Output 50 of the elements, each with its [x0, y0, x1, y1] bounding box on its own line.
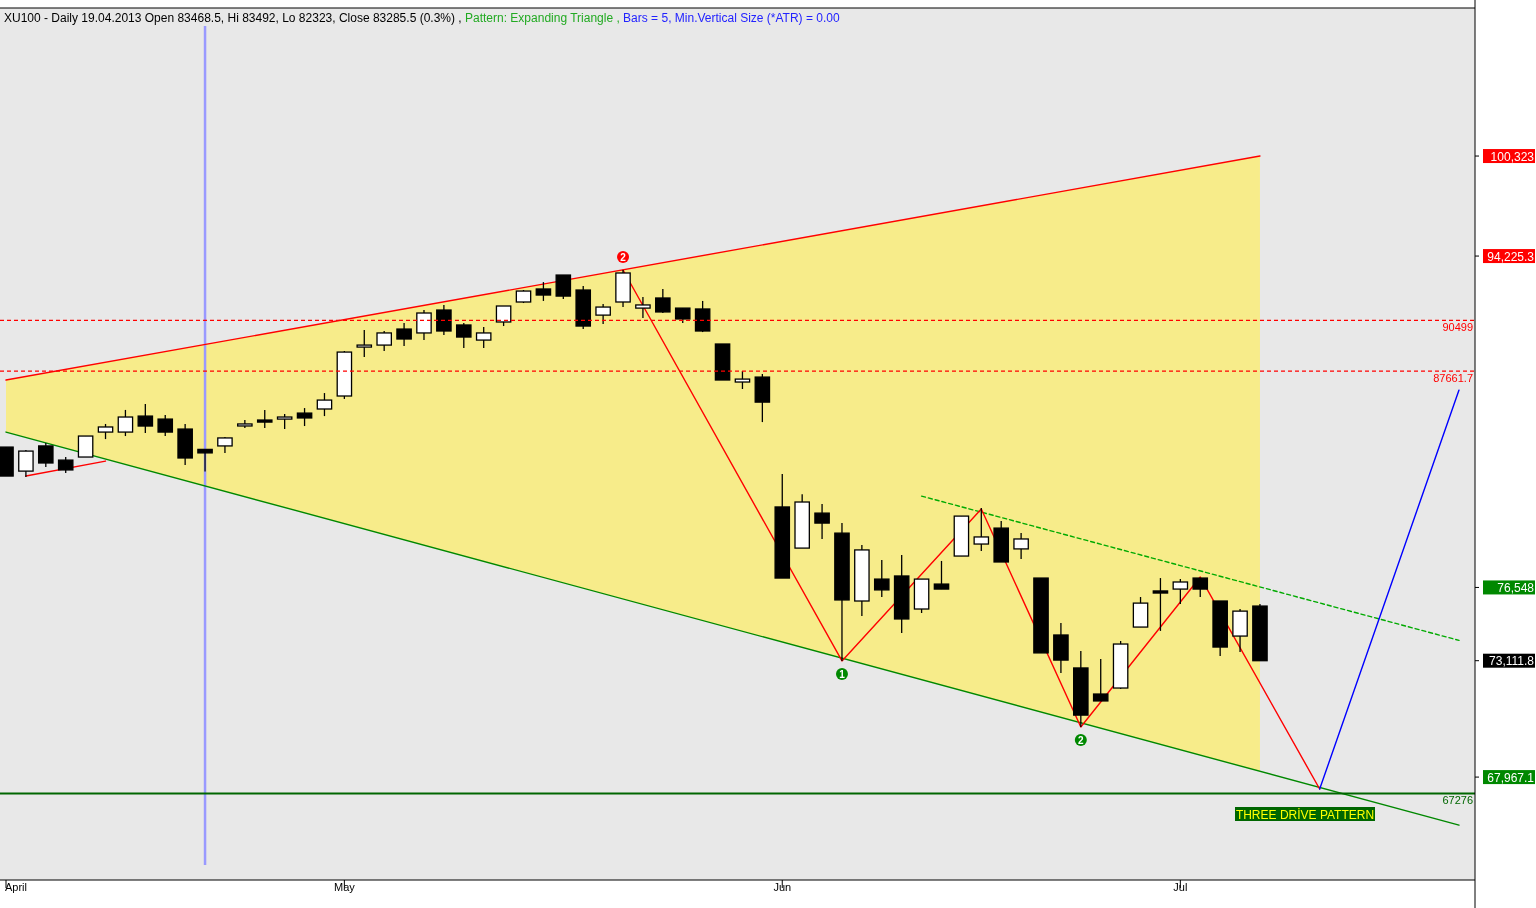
candlestick — [535, 281, 552, 302]
x-tick-label: Jun — [773, 881, 792, 893]
y-tick-label: 94,225.3 — [1487, 249, 1535, 264]
annotation: 1 — [839, 668, 846, 680]
candlestick — [117, 409, 134, 437]
y-tick-label: 73,111.8 — [1489, 654, 1535, 669]
candlestick — [1092, 658, 1109, 702]
chart-subtitle: Pattern: Expanding Triangle , — [461, 11, 620, 25]
candlestick — [1172, 578, 1189, 605]
chart-title: XU100 - Daily 19.04.2013 Open 83468.5, Hi 83492, Lo 82323, Close 83285.5 (0.3%) , — [4, 11, 462, 25]
candlestick — [37, 442, 54, 468]
candlestick — [555, 274, 572, 300]
candlestick — [1192, 577, 1209, 598]
x-tick-label: May — [333, 881, 356, 893]
candlestick — [455, 322, 472, 349]
candlestick — [933, 560, 950, 590]
candlestick — [495, 305, 512, 327]
ref-line-label: 67276 — [1442, 794, 1473, 807]
candlestick — [396, 322, 412, 347]
candlestick — [77, 435, 94, 458]
annotation: 2 — [620, 252, 627, 264]
candlestick — [635, 296, 651, 319]
candlestick — [18, 449, 34, 478]
ref-line-label: 87661.7 — [1433, 372, 1473, 385]
candlestick — [1152, 577, 1169, 632]
candlestick — [1013, 532, 1029, 560]
candlestick — [137, 403, 154, 434]
annotation: 2 — [1078, 735, 1085, 746]
candlestick — [256, 409, 273, 429]
candlestick — [356, 329, 373, 358]
candlestick — [973, 507, 990, 552]
candlestick — [655, 288, 671, 314]
candlestick — [316, 392, 333, 417]
candlestick — [436, 304, 452, 336]
candlestick — [873, 559, 890, 598]
annotation: Bars = 5, Min.Vertical Size (*ATR) = 0.00 — [619, 11, 840, 25]
ref-line-label: 90499 — [1442, 321, 1473, 334]
y-tick-label: 67,967.1 — [1487, 770, 1535, 785]
x-tick-label: April — [4, 881, 28, 893]
candlestick — [376, 330, 392, 352]
y-tick-label: 76,548 — [1497, 580, 1535, 595]
candlestick — [1132, 596, 1149, 628]
x-tick-label: Jul — [1173, 881, 1188, 893]
candlestick — [595, 303, 611, 325]
candlestick — [157, 414, 174, 437]
candlestick — [814, 503, 830, 540]
candlestick — [475, 326, 492, 349]
y-tick-label: 100,323 — [1490, 149, 1535, 164]
annotation: THREE DRİVE PATTERN — [1235, 807, 1375, 822]
candlestick — [416, 309, 432, 341]
